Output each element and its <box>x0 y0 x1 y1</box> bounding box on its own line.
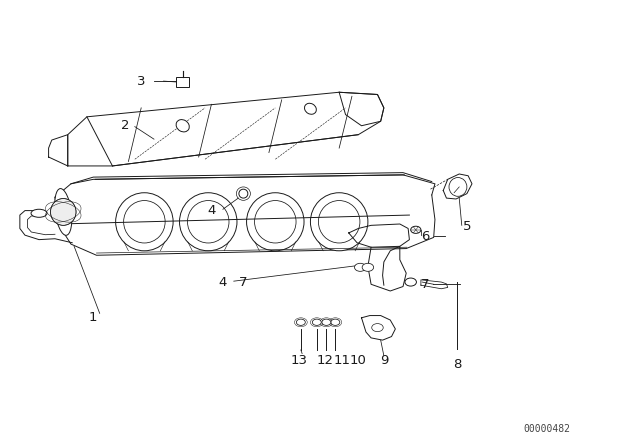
Text: 7: 7 <box>421 278 429 291</box>
Text: 8: 8 <box>453 358 461 371</box>
Ellipse shape <box>55 189 72 235</box>
Text: 5: 5 <box>463 220 471 233</box>
Text: 4: 4 <box>207 204 216 217</box>
Text: 9: 9 <box>380 354 388 367</box>
Ellipse shape <box>310 193 368 251</box>
Polygon shape <box>49 135 68 166</box>
Polygon shape <box>339 92 384 126</box>
Text: 00000482: 00000482 <box>524 424 570 434</box>
Bar <box>176 77 189 87</box>
Polygon shape <box>421 280 448 289</box>
Text: 7: 7 <box>239 276 248 289</box>
Text: 1: 1 <box>89 311 97 324</box>
Ellipse shape <box>51 198 76 225</box>
Ellipse shape <box>296 319 305 325</box>
Polygon shape <box>68 92 384 166</box>
Ellipse shape <box>179 193 237 251</box>
Ellipse shape <box>246 193 304 251</box>
Text: 13: 13 <box>291 354 307 367</box>
Ellipse shape <box>176 120 189 132</box>
Ellipse shape <box>116 193 173 251</box>
Ellipse shape <box>405 278 417 286</box>
Ellipse shape <box>239 189 248 198</box>
Ellipse shape <box>322 319 331 325</box>
Ellipse shape <box>31 209 47 217</box>
Text: 11: 11 <box>334 354 351 367</box>
Text: 10: 10 <box>350 354 367 367</box>
Ellipse shape <box>331 319 340 325</box>
Ellipse shape <box>355 263 366 271</box>
Text: 6: 6 <box>421 229 429 242</box>
Ellipse shape <box>362 263 374 271</box>
Ellipse shape <box>305 103 316 114</box>
Polygon shape <box>349 224 410 247</box>
Text: 12: 12 <box>317 354 333 367</box>
Ellipse shape <box>411 226 421 233</box>
Polygon shape <box>55 175 435 255</box>
Ellipse shape <box>312 319 321 325</box>
Text: 3: 3 <box>137 74 145 88</box>
Polygon shape <box>362 315 396 340</box>
Text: 2: 2 <box>121 119 129 132</box>
Polygon shape <box>444 174 472 199</box>
Text: 4: 4 <box>218 276 227 289</box>
